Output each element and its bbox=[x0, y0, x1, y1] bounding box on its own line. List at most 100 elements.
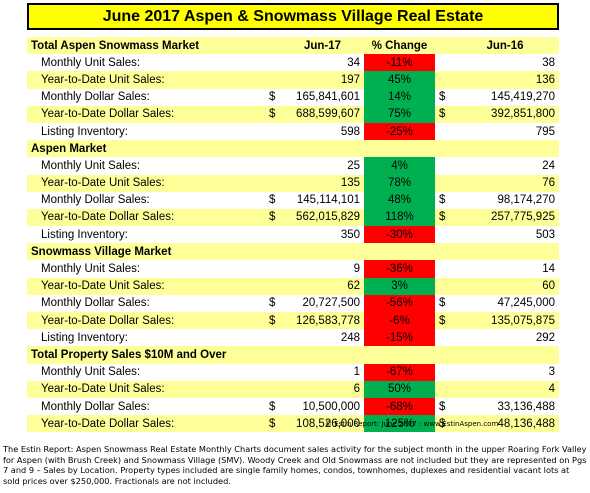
column-header-current bbox=[281, 140, 364, 158]
row-label: Listing Inventory: bbox=[27, 226, 265, 244]
current-value: 145,114,101 bbox=[281, 191, 364, 209]
dollar-sign bbox=[435, 346, 451, 364]
section-header: Aspen Market bbox=[27, 140, 559, 158]
table-row: Monthly Unit Sales: 1 -67% 3 bbox=[27, 363, 559, 381]
prior-value: 3 bbox=[451, 363, 559, 381]
column-header-change bbox=[364, 243, 435, 261]
current-value: 1 bbox=[281, 363, 364, 381]
dollar-sign: $ bbox=[435, 191, 451, 209]
dollar-sign: $ bbox=[435, 208, 451, 227]
prior-value: 257,775,925 bbox=[451, 208, 559, 227]
percent-change: 125% bbox=[364, 415, 435, 433]
dollar-sign bbox=[265, 37, 281, 55]
column-header-change: % Change bbox=[364, 37, 435, 55]
prior-value: 33,136,488 bbox=[451, 397, 559, 416]
dollar-sign: $ bbox=[435, 415, 451, 433]
dollar-sign bbox=[265, 277, 281, 295]
current-value: 248 bbox=[281, 329, 364, 347]
dollar-sign bbox=[435, 329, 451, 347]
current-value: 165,841,601 bbox=[281, 88, 364, 106]
column-header-prior bbox=[451, 346, 559, 364]
percent-change: 78% bbox=[364, 174, 435, 192]
table-row: Monthly Dollar Sales: $10,500,000 -68% $33,… bbox=[27, 397, 559, 416]
column-header-current bbox=[281, 346, 364, 364]
dollar-sign: $ bbox=[265, 88, 281, 106]
percent-change: 48% bbox=[364, 191, 435, 209]
section-title: Aspen Market bbox=[27, 140, 265, 158]
percent-change: 14% bbox=[364, 88, 435, 106]
percent-change: 4% bbox=[364, 157, 435, 175]
row-label: Year-to-Date Unit Sales: bbox=[27, 277, 265, 295]
prior-value: 98,174,270 bbox=[451, 191, 559, 209]
current-value: 62 bbox=[281, 277, 364, 295]
row-label: Monthly Dollar Sales: bbox=[27, 397, 265, 416]
dollar-sign bbox=[435, 243, 451, 261]
dollar-sign bbox=[265, 226, 281, 244]
dollar-sign: $ bbox=[265, 415, 281, 433]
table-row: Listing Inventory: 248 -15% 292 bbox=[27, 329, 559, 347]
dollar-sign bbox=[265, 71, 281, 89]
table-row: Year-to-Date Dollar Sales: $126,583,778 -6… bbox=[27, 312, 559, 330]
prior-value: 47,245,000 bbox=[451, 294, 559, 312]
section-title: Total Property Sales $10M and Over bbox=[27, 346, 265, 364]
current-value: 6 bbox=[281, 380, 364, 398]
dollar-sign: $ bbox=[435, 397, 451, 416]
dollar-sign bbox=[435, 277, 451, 295]
percent-change: -11% bbox=[364, 54, 435, 72]
row-label: Year-to-Date Unit Sales: bbox=[27, 174, 265, 192]
percent-change: -25% bbox=[364, 122, 435, 141]
row-label: Year-to-Date Unit Sales: bbox=[27, 71, 265, 89]
percent-change: -68% bbox=[364, 397, 435, 416]
table-row: Monthly Unit Sales: 9 -36% 14 bbox=[27, 260, 559, 278]
column-header-change bbox=[364, 346, 435, 364]
dollar-sign bbox=[265, 380, 281, 398]
dollar-sign bbox=[435, 226, 451, 244]
dollar-sign bbox=[265, 140, 281, 158]
dollar-sign bbox=[265, 329, 281, 347]
percent-change: 3% bbox=[364, 277, 435, 295]
column-header-prior bbox=[451, 243, 559, 261]
percent-change: 45% bbox=[364, 71, 435, 89]
table-row: Year-to-Date Dollar Sales: $562,015,829 11… bbox=[27, 208, 559, 227]
dollar-sign: $ bbox=[435, 312, 451, 330]
table-row: Year-to-Date Unit Sales: 135 78% 76 bbox=[27, 174, 559, 192]
column-header-current: Jun-17 bbox=[281, 37, 364, 55]
row-label: Year-to-Date Unit Sales: bbox=[27, 380, 265, 398]
dollar-sign bbox=[435, 260, 451, 278]
row-label: Year-to-Date Dollar Sales: bbox=[27, 415, 265, 433]
prior-value: 24 bbox=[451, 157, 559, 175]
row-label: Monthly Unit Sales: bbox=[27, 157, 265, 175]
prior-value: 48,136,488 bbox=[451, 415, 559, 433]
table-row: Year-to-Date Dollar Sales: $688,599,607 75… bbox=[27, 105, 559, 123]
column-header-prior: Jun-16 bbox=[451, 37, 559, 55]
dollar-sign: $ bbox=[435, 105, 451, 123]
percent-change: -67% bbox=[364, 363, 435, 381]
percent-change: -36% bbox=[364, 260, 435, 278]
column-header-current bbox=[281, 243, 364, 261]
section-header: Total Property Sales $10M and Over bbox=[27, 346, 559, 364]
current-value: 688,599,607 bbox=[281, 105, 364, 123]
prior-value: 76 bbox=[451, 174, 559, 192]
row-label: Listing Inventory: bbox=[27, 329, 265, 347]
dollar-sign: $ bbox=[435, 294, 451, 312]
dollar-sign bbox=[265, 260, 281, 278]
percent-change: 50% bbox=[364, 380, 435, 398]
dollar-sign bbox=[435, 122, 451, 141]
row-label: Monthly Dollar Sales: bbox=[27, 191, 265, 209]
column-header-change bbox=[364, 140, 435, 158]
table-row: Year-to-Date Unit Sales: 197 45% 136 bbox=[27, 71, 559, 89]
row-label: Year-to-Date Dollar Sales: bbox=[27, 105, 265, 123]
table-row: Monthly Dollar Sales: $20,727,500 -56% $47,… bbox=[27, 294, 559, 312]
dollar-sign bbox=[265, 346, 281, 364]
prior-value: 392,851,800 bbox=[451, 105, 559, 123]
table-row: Monthly Unit Sales: 25 4% 24 bbox=[27, 157, 559, 175]
current-value: 25 bbox=[281, 157, 364, 175]
dollar-sign: $ bbox=[265, 397, 281, 416]
prior-value: 136 bbox=[451, 71, 559, 89]
current-value: 350 bbox=[281, 226, 364, 244]
dollar-sign bbox=[435, 363, 451, 381]
table-row: Listing Inventory: 598 -25% 795 bbox=[27, 122, 559, 141]
dollar-sign bbox=[265, 363, 281, 381]
row-label: Year-to-Date Dollar Sales: bbox=[27, 312, 265, 330]
row-label: Monthly Unit Sales: bbox=[27, 363, 265, 381]
